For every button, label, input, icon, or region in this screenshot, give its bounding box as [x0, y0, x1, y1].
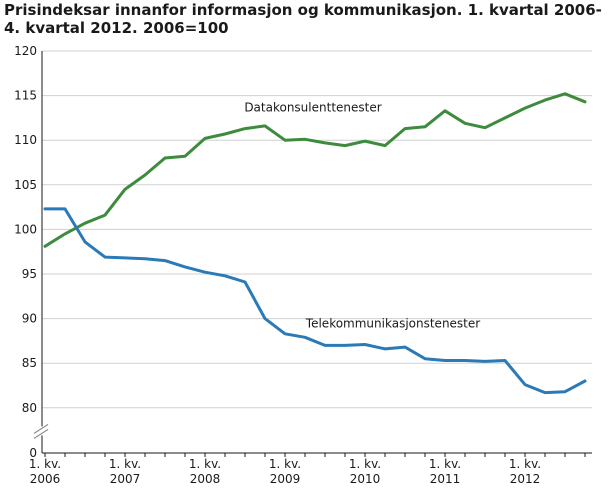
x-tick-label-year: 2010: [350, 472, 381, 486]
chart-title-line-2: 4. kvartal 2012. 2006=100: [4, 19, 229, 37]
x-tick-label-year: 2006: [30, 472, 61, 486]
axis-break-gap: [34, 426, 50, 436]
series-label: Datakonsulenttenester: [244, 101, 381, 115]
axis-break-mark: [33, 423, 49, 434]
y-tick-label: 80: [22, 401, 37, 415]
chart-title: Prisindeksar innanfor informasjon og kom…: [4, 1, 604, 37]
y-tick-label: 100: [14, 222, 37, 236]
series-label: Telekommunikasjonstenester: [305, 317, 480, 331]
x-tick-label-year: 2008: [190, 472, 221, 486]
x-tick-label-year: 2012: [510, 472, 541, 486]
x-tick-label: 1. kv.: [509, 457, 541, 471]
x-tick-label: 1. kv.: [189, 457, 221, 471]
series-line: [43, 207, 587, 395]
y-tick-label: 110: [14, 133, 37, 147]
y-tick-label: 105: [14, 178, 37, 192]
y-tick-label: 115: [14, 89, 37, 103]
y-tick-label: 95: [22, 267, 37, 281]
series-line: [43, 92, 587, 248]
x-tick-label: 1. kv.: [109, 457, 141, 471]
chart-title-line-1: Prisindeksar innanfor informasjon og kom…: [4, 1, 602, 19]
x-tick-label-year: 2009: [270, 472, 301, 486]
y-tick-label: 90: [22, 312, 37, 326]
x-tick-label: 1. kv.: [269, 457, 301, 471]
y-tick-label: 0: [29, 446, 37, 460]
x-tick-label: 1. kv.: [29, 457, 61, 471]
x-tick-label: 1. kv.: [349, 457, 381, 471]
x-tick-label: 1. kv.: [429, 457, 461, 471]
x-tick-label-year: 2007: [110, 472, 141, 486]
axis-break-mark: [33, 428, 49, 439]
y-tick-label: 120: [14, 44, 37, 58]
y-tick-label: 85: [22, 356, 37, 370]
x-tick-label-year: 2011: [430, 472, 461, 486]
